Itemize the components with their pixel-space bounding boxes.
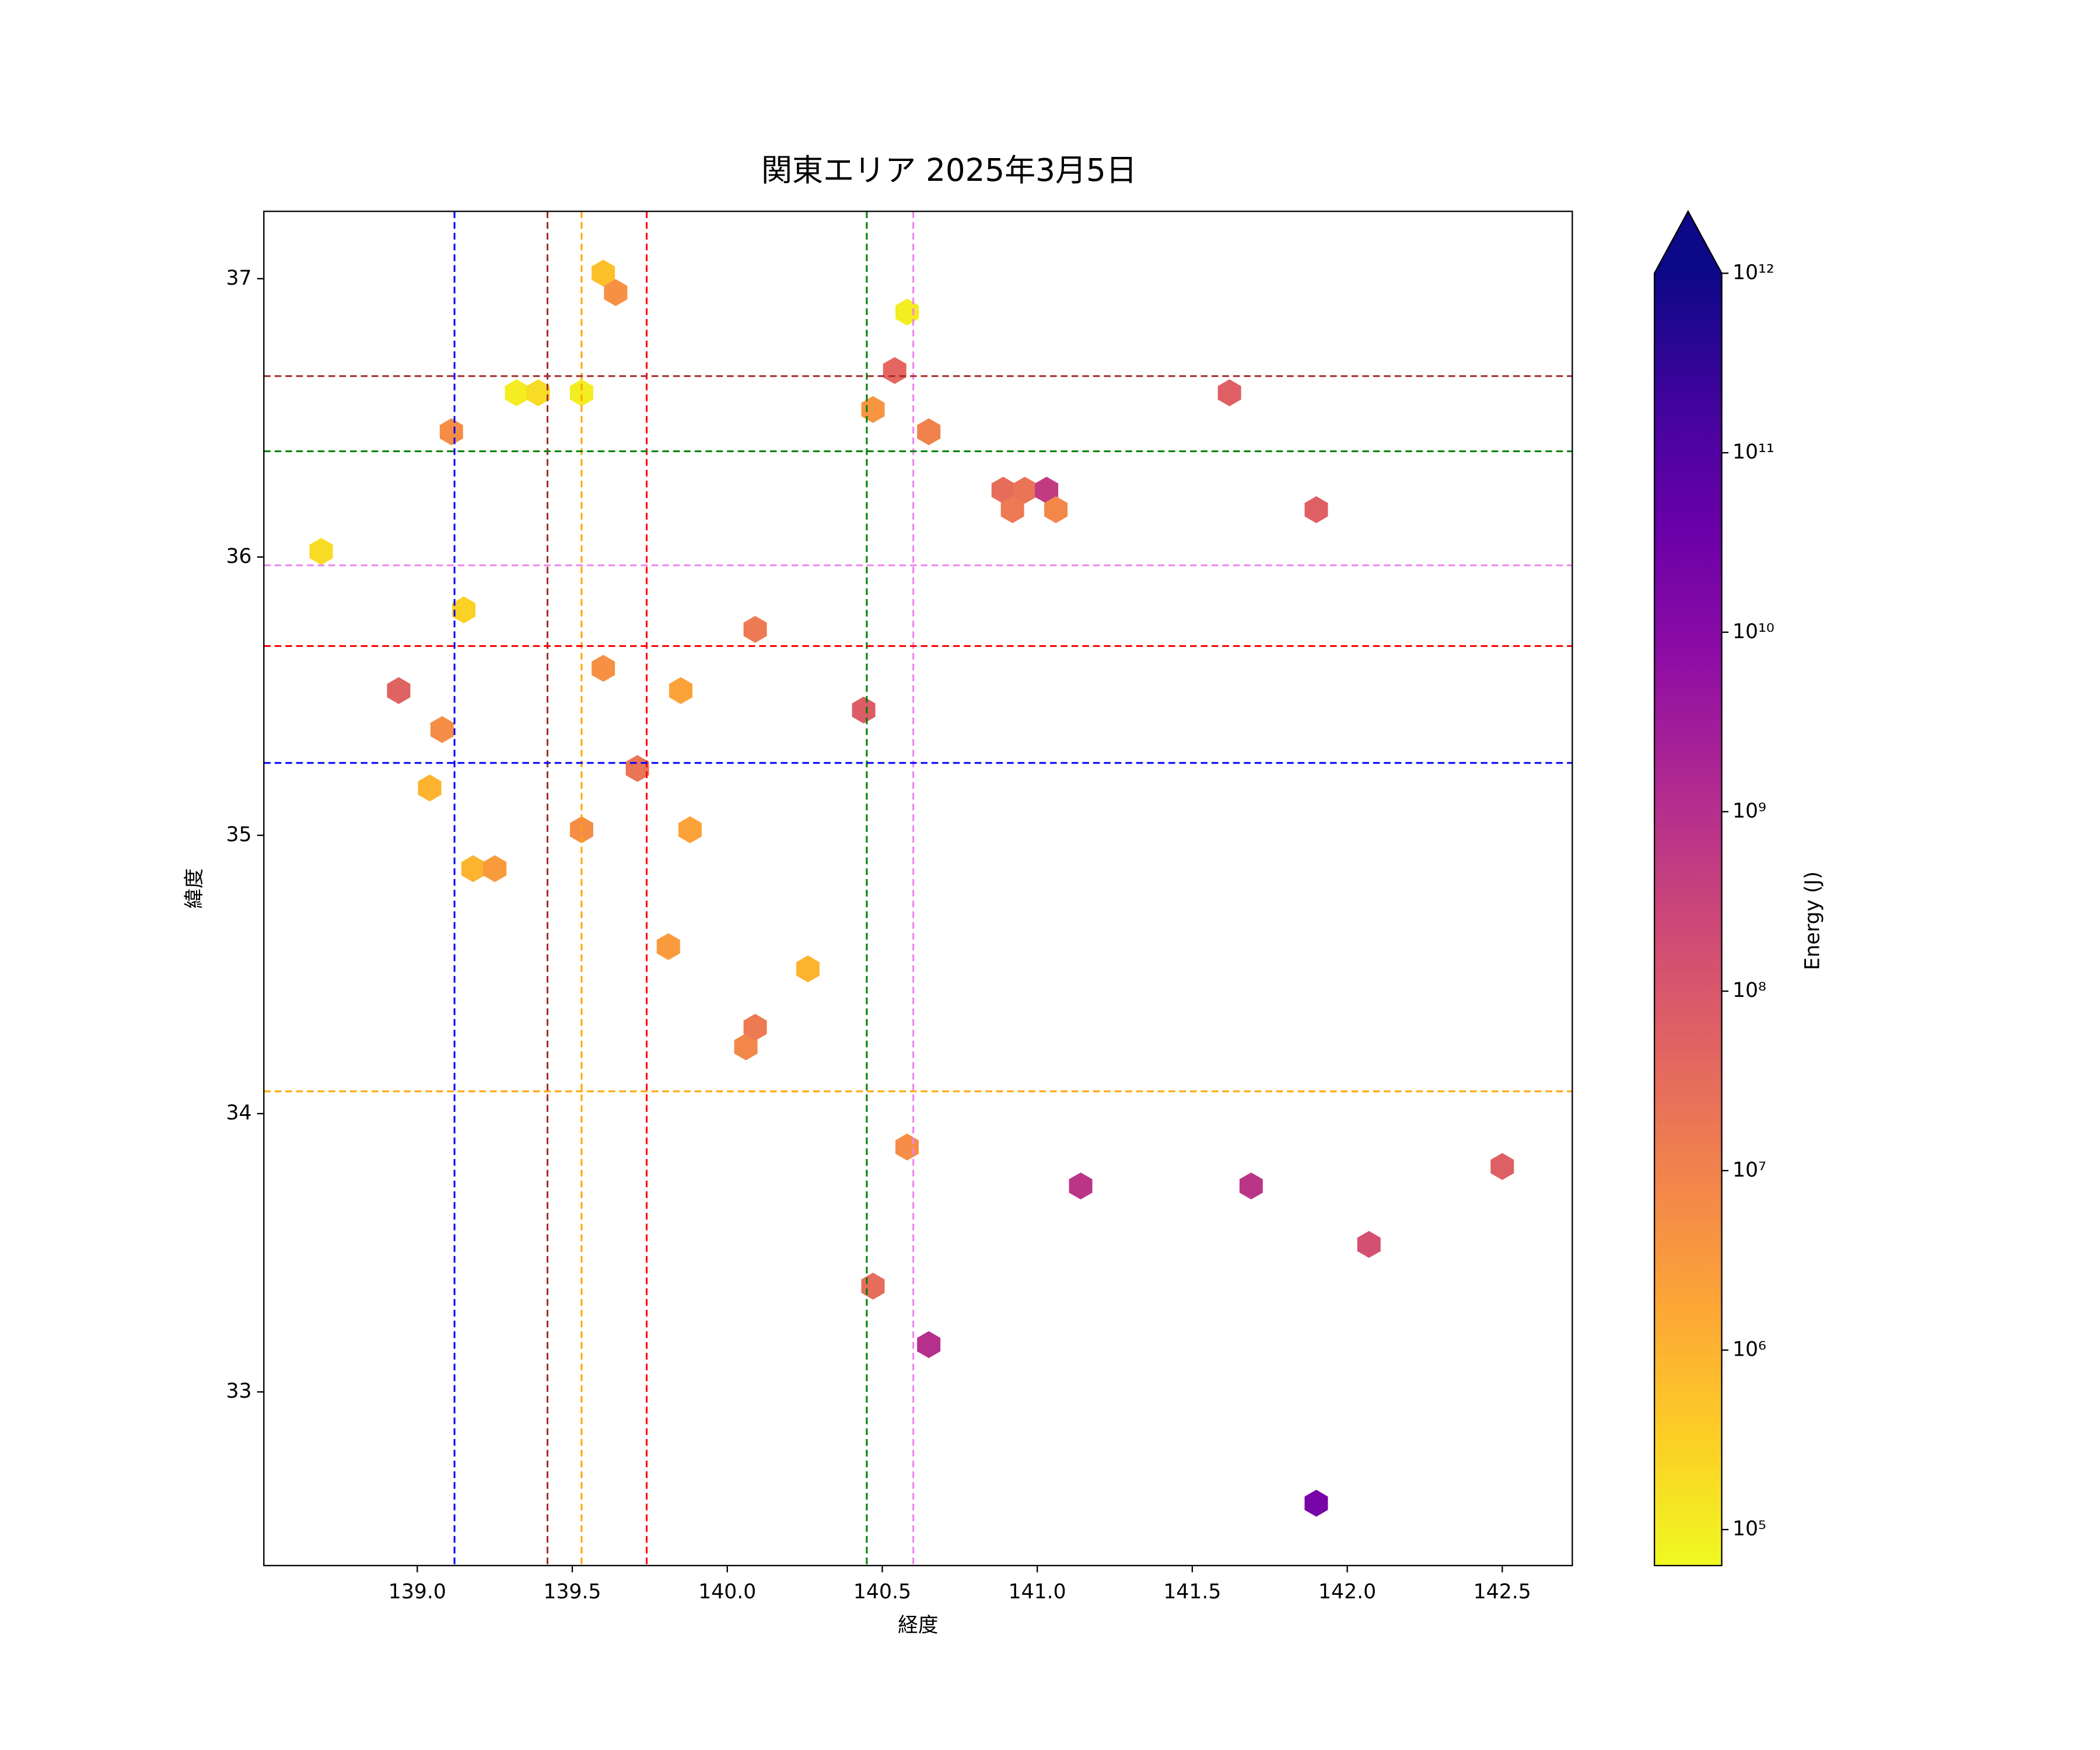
hexbin-cell <box>452 596 476 624</box>
y-tick-label: 36 <box>226 545 251 568</box>
hexbin-cell <box>669 677 693 704</box>
y-tick-label: 37 <box>226 267 251 290</box>
hexbin-cell <box>1304 1489 1328 1517</box>
y-tick-label: 34 <box>226 1101 251 1125</box>
x-tick-label: 139.5 <box>544 1580 601 1604</box>
colorbar-tick-label: 10⁵ <box>1732 1517 1766 1541</box>
hexbin-cell <box>1013 477 1037 504</box>
hexbin-cell <box>743 1014 767 1041</box>
hexbin-cell <box>1044 496 1068 523</box>
hexbin-cell <box>418 774 442 802</box>
hexbin-cell <box>678 816 702 844</box>
colorbar-tick-label: 10⁷ <box>1732 1158 1766 1182</box>
colorbar-extension <box>1654 211 1722 274</box>
hexbin-cell <box>461 855 485 883</box>
hexbin-cell <box>1357 1231 1381 1258</box>
x-axis-label: 経度 <box>898 1614 938 1637</box>
colorbar-tick-label: 10⁹ <box>1732 799 1766 822</box>
y-tick-label: 35 <box>226 823 251 846</box>
hexbin-cell <box>1490 1153 1514 1180</box>
hexbin-cell <box>430 716 454 743</box>
hexbin-cell <box>1035 477 1059 504</box>
hexbin-cell <box>796 955 820 983</box>
hexbin-cell <box>309 538 333 565</box>
x-tick-label: 142.5 <box>1474 1580 1531 1604</box>
hexbin-cell <box>734 1033 758 1060</box>
hexbin-cell <box>895 298 919 326</box>
hexbin-cell <box>1000 496 1024 523</box>
x-tick-label: 142.0 <box>1318 1580 1376 1604</box>
colorbar-frame <box>1653 209 1723 1566</box>
x-tick-label: 140.0 <box>698 1580 756 1604</box>
hexbin-cell <box>1304 496 1328 523</box>
hexbin-cell <box>592 654 615 682</box>
hexbin-cell <box>1217 379 1241 407</box>
hexbin-cell <box>883 357 907 384</box>
x-tick-label: 141.0 <box>1009 1580 1066 1604</box>
colorbar-tick-label: 10¹¹ <box>1732 440 1774 464</box>
colorbar-tick-label: 10¹⁰ <box>1732 620 1774 643</box>
x-tick-label: 139.0 <box>388 1580 446 1604</box>
hexbin-cell <box>656 933 680 960</box>
hexbin-cell <box>592 260 615 287</box>
colorbar <box>1654 273 1722 1566</box>
hexbin-cell <box>387 677 411 704</box>
hexbin-cell <box>917 1331 941 1359</box>
hexbin-cell <box>570 379 593 407</box>
colorbar-label: Energy (J) <box>1801 872 1824 970</box>
hexbin-cell <box>604 279 628 306</box>
y-tick-label: 33 <box>226 1380 251 1403</box>
hexbin-cell <box>505 379 528 407</box>
hexbin-cell <box>526 379 550 407</box>
hexbin-cell <box>743 615 767 643</box>
colorbar-tick-label: 10⁸ <box>1732 979 1766 1002</box>
hexbin-cell <box>625 755 649 782</box>
plot-area <box>264 211 1573 1566</box>
hexbin-cell <box>1069 1172 1093 1200</box>
y-axis-label: 緯度 <box>183 868 206 908</box>
chart-title: 関東エリア 2025年3月5日 <box>761 152 1137 188</box>
x-tick-label: 141.5 <box>1163 1580 1221 1604</box>
hexbin-cell <box>483 855 507 883</box>
plot-frame <box>263 211 1573 1566</box>
hexbin-cell <box>991 477 1015 504</box>
x-tick-label: 140.5 <box>853 1580 911 1604</box>
hexbin-cell <box>852 696 876 724</box>
colorbar-tick-label: 10¹² <box>1732 261 1774 284</box>
hexbin-cell <box>917 418 941 446</box>
hexbin-cell <box>1239 1172 1263 1200</box>
hexbin-cell <box>439 418 463 446</box>
colorbar-tick-label: 10⁶ <box>1732 1338 1766 1361</box>
